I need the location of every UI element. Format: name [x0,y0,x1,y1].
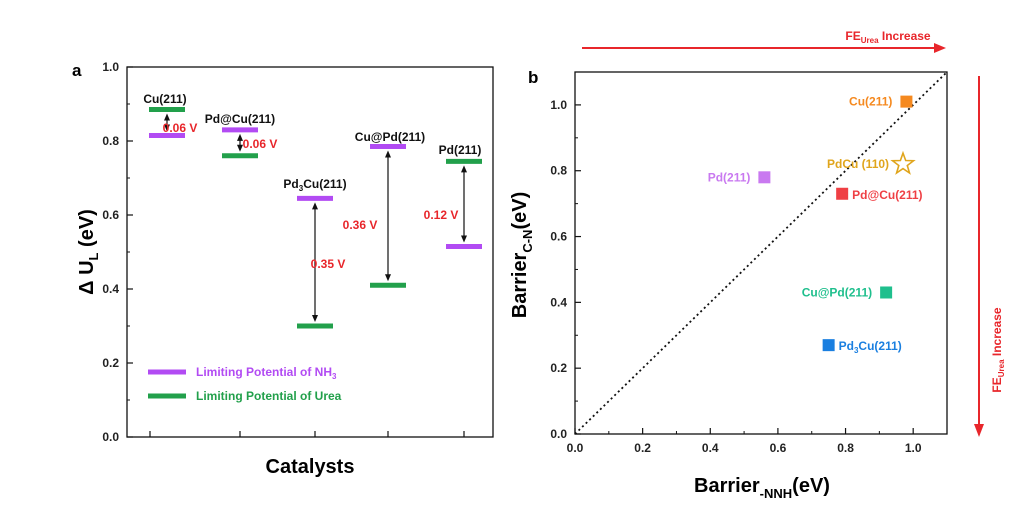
fe-urea-top-annotation: FEUrea Increase [845,29,931,45]
potential-difference-label: 0.06 V [163,121,198,135]
point-marker-star [890,150,916,175]
panel-a-legend: Limiting Potential of NH3 Limiting Potent… [148,365,342,403]
point-label: Cu(211) [849,95,892,109]
panel-b-x-axis-label: Barrier-NNH(eV) [694,475,830,501]
catalyst-label: Pd3Cu(211) [283,177,346,193]
difference-arrowhead-up [237,133,243,141]
point-label: Pd@Cu(211) [852,188,922,202]
point-marker-square [880,286,893,299]
panel-a-y-tick-label: 0.6 [102,208,119,222]
point-label: Cu@Pd(211) [802,285,872,299]
panel-a-y-tick-label: 1.0 [102,60,119,74]
difference-arrowhead-up [461,165,467,173]
potential-difference-label: 0.35 V [311,257,346,271]
potential-difference-label: 0.12 V [424,208,459,222]
difference-arrowhead-up [312,202,318,210]
fe-urea-right-arrowhead [974,424,984,437]
panel-b-parity-line [574,71,948,435]
legend-label: Limiting Potential of NH3 [196,365,337,381]
panel-a-x-ticks [149,431,465,437]
catalyst-label: Cu@Pd(211) [355,130,425,144]
difference-arrowhead-up [164,113,170,121]
panel-a-y-tick-label: 0.4 [102,282,119,296]
legend-label: Limiting Potential of Urea [196,389,342,403]
difference-arrowhead-down [385,274,391,282]
panel-b-x-tick-label: 0.8 [837,441,854,455]
panel-a-y-tick-label: 0.8 [102,134,119,148]
panel-a-y-axis-label: Δ UL (eV) [76,209,101,295]
catalyst-label: Cu(211) [143,92,186,106]
potential-difference-label: 0.06 V [243,137,278,151]
panel-b-axes-frame [574,71,948,435]
panel-b-x-tick-label: 1.0 [905,441,922,455]
panel-b-points: Cu(211) PdCu (110) Pd(211) Pd@Cu(211) Cu@Pd(… [708,95,923,356]
panel-b-x-tick-label: 0.4 [702,441,719,455]
difference-arrowhead-down [164,124,170,132]
point-marker-square [822,339,835,352]
fe-urea-top-arrowhead [934,43,946,53]
panel-b-x-tick-label: 0.0 [567,441,584,455]
difference-arrowhead-down [461,235,467,243]
panel-b-y-tick-label: 0.8 [550,164,567,178]
panel-a-levels: Cu(211) 0.06 V Pd@Cu(211) 0.06 V Pd3Cu(211) 0… [143,92,482,329]
panel-b-y-tick-label: 0.2 [550,361,567,375]
potential-difference-label: 0.36 V [343,218,378,232]
catalyst-label: Pd@Cu(211) [205,112,275,126]
difference-arrowhead-down [312,315,318,322]
panel-a-x-axis-label: Catalysts [266,456,355,478]
panel-b-y-tick-label: 0.0 [550,427,567,441]
panel-a-y-tick-label: 0.0 [102,430,119,444]
point-marker-square [836,187,849,200]
point-marker-square [758,171,771,184]
point-marker-square [900,95,913,108]
point-label: PdCu (110) [827,157,889,171]
fe-urea-right-annotation: FEUrea Increase [990,307,1006,393]
difference-arrowhead-down [237,144,243,152]
panel-b-x-ticks: 0.0 0.2 0.4 0.6 0.8 1.0 [567,428,948,455]
panel-a-y-ticks: 0.0 0.2 0.4 0.6 0.8 1.0 [102,60,133,444]
panel-b-y-axis-label: BarrierC-N(eV) [509,192,535,319]
panel-b-y-tick-label: 0.6 [550,230,567,244]
point-label: Pd(211) [708,170,751,184]
panel-b-x-tick-label: 0.6 [770,441,787,455]
panel-a: a 0.0 0.2 0.4 0.6 0.8 1.0 Cu(211) 0.06 V Pd@Cu(… [72,60,494,478]
point-label: Pd3Cu(211) [839,339,902,355]
panel-b-y-tick-label: 1.0 [550,98,567,112]
panel-b-y-tick-label: 0.4 [550,295,567,309]
panel-a-label: a [72,61,82,80]
panel-b-y-ticks: 0.0 0.2 0.4 0.6 0.8 1.0 [550,71,581,441]
panel-b-x-tick-label: 0.2 [634,441,651,455]
panel-b-label: b [528,68,538,87]
difference-arrowhead-up [385,150,391,158]
panel-a-y-tick-label: 0.2 [102,356,119,370]
catalyst-label: Pd(211) [439,143,482,157]
panel-b: b 0.0 0.2 0.4 0.6 0.8 1.0 0.00.20.40.60.81.0 … [509,29,1006,501]
